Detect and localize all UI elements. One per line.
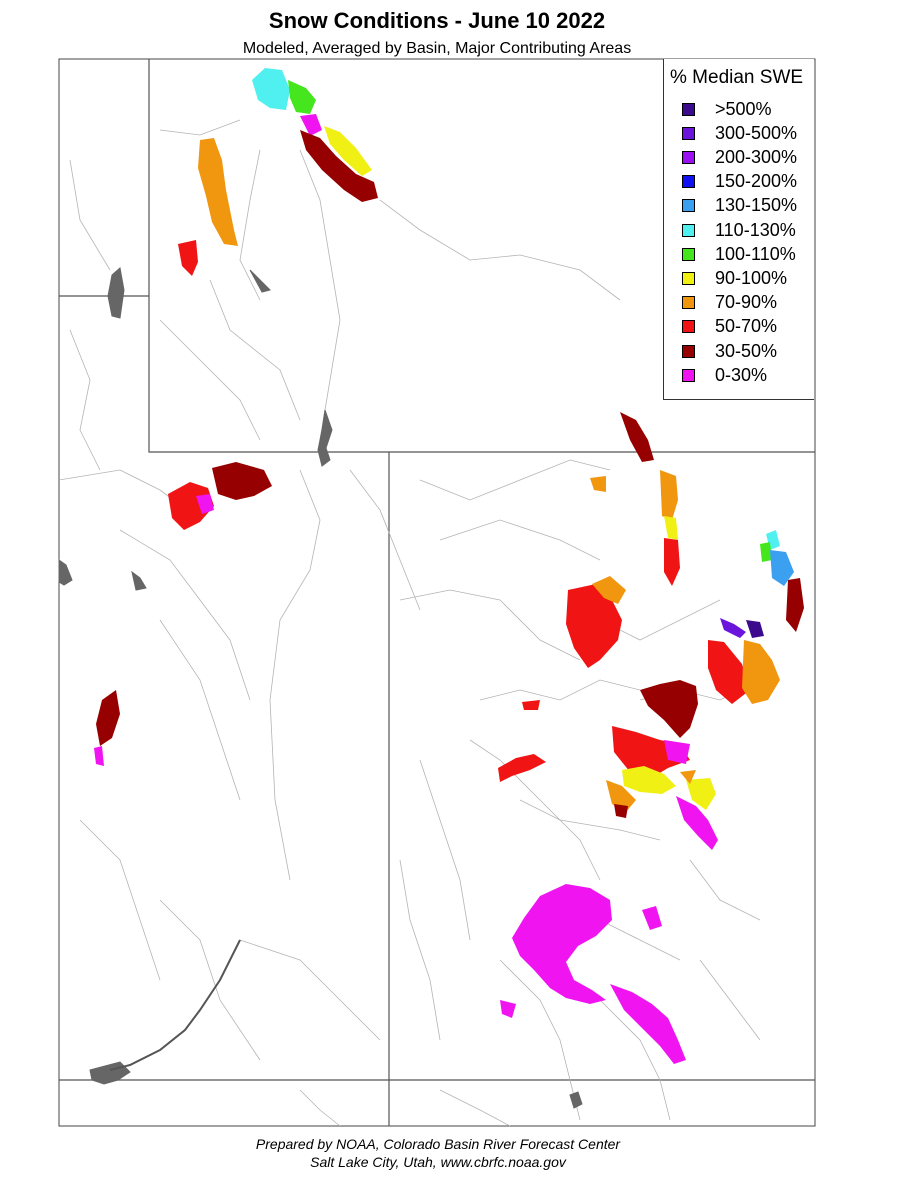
legend-title: % Median SWE xyxy=(670,67,804,88)
footer-location: Salt Lake City, Utah, www.cbrfc.noaa.gov xyxy=(310,1154,566,1170)
legend-item: 70-90% xyxy=(682,292,778,313)
legend-label: 70-90% xyxy=(715,292,778,313)
legend-label: 130-150% xyxy=(715,195,798,216)
legend-label: 200-300% xyxy=(715,146,798,167)
map-frame xyxy=(58,58,816,1127)
legend-item: >500% xyxy=(682,99,772,119)
legend-item: 50-70% xyxy=(682,316,778,337)
basin-lines xyxy=(58,119,761,1127)
legend-item: 0-30% xyxy=(682,365,767,385)
legend-item: 30-50% xyxy=(682,341,777,361)
legend-item: 90-100% xyxy=(682,268,787,288)
legend-swatch xyxy=(682,199,695,213)
legend-swatch xyxy=(682,247,695,261)
legend-swatch xyxy=(682,102,695,116)
legend-item: 130-150% xyxy=(682,195,798,216)
legend: % Median SWE >500% 300-500% 200-300% 150-20… xyxy=(663,59,814,400)
legend-item: 110-130% xyxy=(682,220,796,240)
reservoirs xyxy=(58,267,583,1109)
legend-label: 300-500% xyxy=(715,122,798,143)
legend-swatch xyxy=(682,271,695,285)
basins-north-wyoming xyxy=(178,68,378,276)
legend-swatch xyxy=(682,296,695,310)
legend-item: 100-110% xyxy=(682,244,796,264)
legend-label: >500% xyxy=(715,98,772,119)
basins-central xyxy=(94,462,272,766)
legend-label: 90-100% xyxy=(715,267,788,288)
state-boundaries xyxy=(59,59,815,1126)
basins-colorado xyxy=(498,412,804,1064)
legend-label: 0-30% xyxy=(715,364,768,385)
legend-item: 300-500% xyxy=(682,123,797,143)
legend-label: 150-200% xyxy=(715,171,798,192)
legend-label: 100-110% xyxy=(715,243,796,264)
legend-swatch xyxy=(682,368,695,382)
legend-label: 110-130% xyxy=(715,219,796,240)
legend-swatch xyxy=(682,175,695,189)
map-subtitle: Modeled, Averaged by Basin, Major Contri… xyxy=(242,40,632,57)
footer-credit: Prepared by NOAA, Colorado Basin River F… xyxy=(255,1136,621,1152)
legend-item: 200-300% xyxy=(682,147,797,167)
legend-label: 30-50% xyxy=(715,340,778,361)
legend-item: 150-200% xyxy=(682,171,798,192)
legend-swatch xyxy=(682,223,695,237)
legend-label: 50-70% xyxy=(715,316,778,337)
major-river xyxy=(109,939,241,1071)
legend-swatch xyxy=(682,126,695,140)
legend-swatch xyxy=(682,344,695,358)
map-title: Snow Conditions - June 10 2022 xyxy=(268,8,606,33)
legend-swatch xyxy=(682,320,695,334)
legend-swatch xyxy=(682,150,695,164)
